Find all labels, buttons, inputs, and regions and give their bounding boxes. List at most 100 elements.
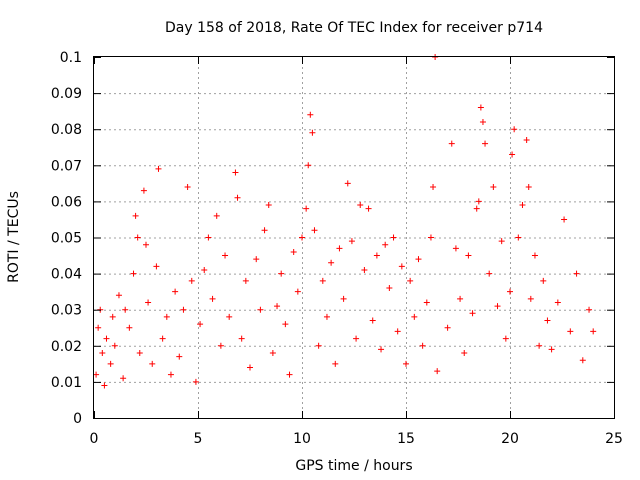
data-point <box>132 212 139 219</box>
data-point <box>323 313 330 320</box>
data-point <box>101 382 108 389</box>
data-point <box>192 378 199 385</box>
data-point <box>149 360 156 367</box>
data-point <box>226 313 233 320</box>
data-point <box>554 299 561 306</box>
data-point <box>205 234 212 241</box>
grid-lines <box>94 57 614 418</box>
data-point <box>415 256 422 263</box>
data-point <box>486 270 493 277</box>
data-point <box>548 346 555 353</box>
data-point <box>457 295 464 302</box>
data-point <box>461 350 468 357</box>
y-tick-label: 0.09 <box>51 86 82 102</box>
data-point <box>309 129 316 136</box>
data-point <box>490 183 497 190</box>
data-point <box>365 205 372 212</box>
data-point <box>373 252 380 259</box>
x-tick-label: 15 <box>397 431 415 447</box>
data-point <box>180 306 187 313</box>
data-point <box>253 256 260 263</box>
data-point <box>299 234 305 241</box>
data-point <box>153 263 160 270</box>
data-point <box>274 303 281 310</box>
data-point <box>523 137 530 144</box>
data-point <box>590 328 597 335</box>
data-point <box>307 111 314 118</box>
data-point <box>188 277 195 284</box>
data-point <box>344 180 351 187</box>
data-point <box>172 288 179 295</box>
data-point <box>527 295 534 302</box>
data-point <box>411 313 418 320</box>
data-point <box>265 202 272 209</box>
data-point <box>386 285 393 292</box>
data-point <box>109 313 116 320</box>
data-point <box>290 248 297 255</box>
y-tick-labels: 0 0.01 0.02 0.03 0.04 0.05 0.06 0.07 0.08 0.09 0.1 <box>51 50 82 427</box>
data-point <box>155 165 162 172</box>
data-point <box>477 104 484 111</box>
data-point <box>536 342 543 349</box>
x-tick-label: 25 <box>605 431 623 447</box>
data-point <box>93 371 100 378</box>
y-tick-label: 0.07 <box>51 158 82 174</box>
data-point <box>197 321 204 328</box>
data-point <box>519 202 526 209</box>
data-point <box>134 234 141 241</box>
data-point <box>419 342 426 349</box>
data-point <box>382 241 389 248</box>
data-point <box>394 328 401 335</box>
data-point <box>479 118 486 125</box>
data-point <box>107 360 114 367</box>
data-point <box>531 252 538 259</box>
data-point <box>122 306 129 313</box>
data-point <box>507 288 513 295</box>
data-point <box>257 306 264 313</box>
data-point <box>126 324 133 331</box>
data-point <box>353 335 360 342</box>
data-point <box>167 371 174 378</box>
data-point <box>434 368 441 375</box>
data-point <box>403 360 409 367</box>
data-point <box>348 238 355 245</box>
y-axis-title: ROTI / TECUs <box>6 191 22 283</box>
data-point <box>95 324 102 331</box>
y-tick-label: 0.08 <box>51 122 82 138</box>
y-tick-label: 0.03 <box>51 303 82 319</box>
data-point <box>140 187 147 194</box>
data-point <box>407 277 414 284</box>
y-tick-label: 0 <box>73 411 82 427</box>
x-axis-title: GPS time / hours <box>295 458 412 474</box>
data-point <box>378 346 385 353</box>
data-point <box>184 183 191 190</box>
data-point <box>427 234 434 241</box>
data-point <box>130 270 137 277</box>
data-point <box>278 270 285 277</box>
y-tick-label: 0.05 <box>51 231 82 247</box>
data-point <box>286 371 293 378</box>
x-tick-label: 5 <box>194 431 203 447</box>
data-point <box>315 342 322 349</box>
data-point <box>282 321 289 328</box>
data-point <box>586 306 593 313</box>
data-point <box>209 295 216 302</box>
plot-frame <box>93 56 615 419</box>
data-point <box>247 364 253 371</box>
y-tick-label: 0.1 <box>60 50 82 66</box>
data-point <box>398 263 405 270</box>
data-point <box>473 205 480 212</box>
data-point <box>448 140 455 147</box>
data-point <box>217 342 224 349</box>
data-point <box>475 198 482 205</box>
data-point <box>540 277 547 284</box>
data-point <box>143 241 149 248</box>
data-point <box>509 151 516 158</box>
y-tick-label: 0.04 <box>51 267 82 283</box>
data-point <box>115 292 122 299</box>
data-point <box>261 227 268 234</box>
data-point <box>269 350 276 357</box>
data-point <box>213 212 220 219</box>
data-point <box>369 317 376 324</box>
